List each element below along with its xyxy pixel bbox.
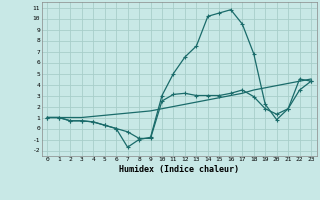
X-axis label: Humidex (Indice chaleur): Humidex (Indice chaleur) <box>119 165 239 174</box>
